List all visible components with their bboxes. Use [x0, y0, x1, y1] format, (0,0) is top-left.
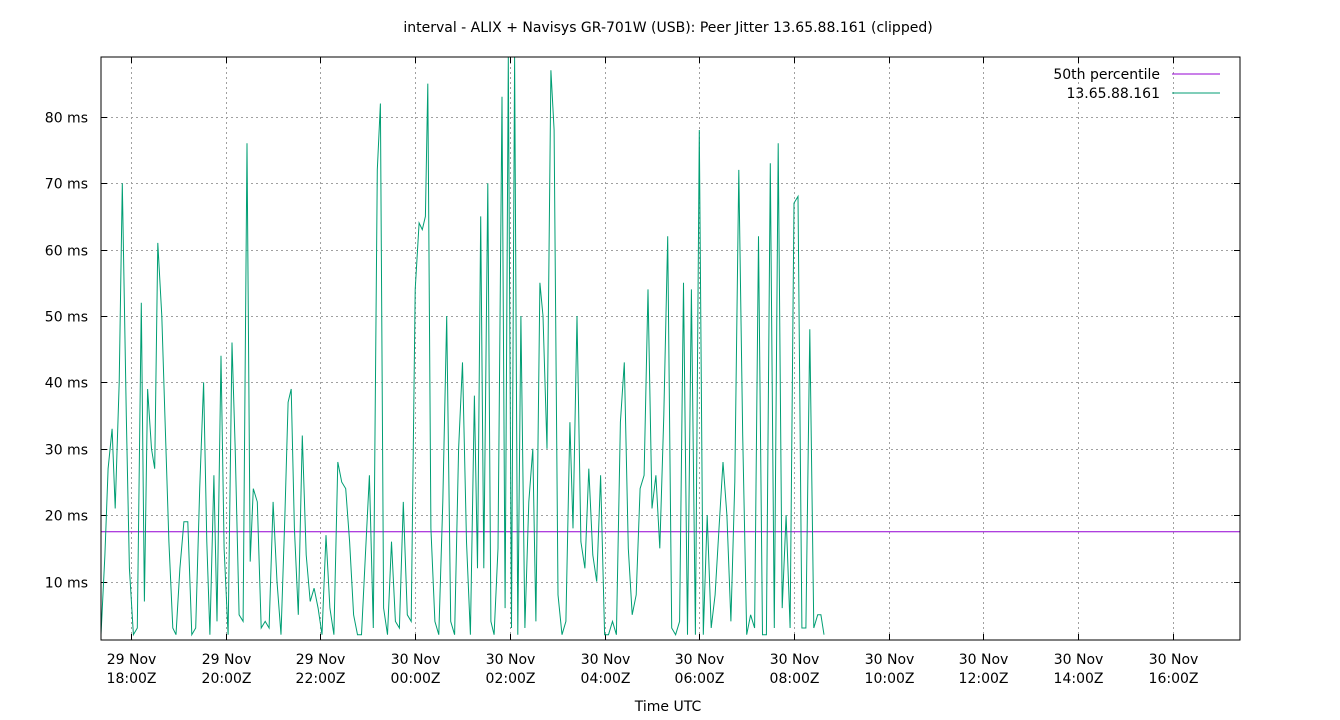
x-tick-time: 02:00Z — [486, 671, 536, 687]
x-tick-date: 30 Nov — [865, 652, 915, 668]
x-tick-date: 30 Nov — [770, 652, 820, 668]
x-tick-date: 30 Nov — [486, 652, 536, 668]
plot-frame — [100, 56, 1241, 641]
x-tick-time: 10:00Z — [865, 671, 915, 687]
y-tick-label: 20 ms — [45, 509, 88, 525]
legend-label: 13.65.88.161 — [1066, 86, 1160, 102]
x-tick-time: 20:00Z — [202, 671, 252, 687]
x-tick-date: 30 Nov — [391, 652, 441, 668]
x-tick-date: 30 Nov — [1149, 652, 1199, 668]
legend: 50th percentile 13.65.88.161 — [1053, 67, 1220, 102]
x-axis-label: Time UTC — [634, 699, 702, 715]
x-tick-date: 29 Nov — [296, 652, 346, 668]
x-tick-time: 08:00Z — [770, 671, 820, 687]
legend-label: 50th percentile — [1053, 67, 1160, 83]
x-tick-time: 16:00Z — [1149, 671, 1199, 687]
x-tick-date: 30 Nov — [959, 652, 1009, 668]
x-tick-time: 22:00Z — [296, 671, 346, 687]
series-layer — [100, 56, 1240, 637]
y-tick-label: 80 ms — [45, 111, 88, 127]
y-tick-label: 50 ms — [45, 310, 88, 326]
x-tick-time: 04:00Z — [581, 671, 631, 687]
x-tick-time: 12:00Z — [959, 671, 1009, 687]
y-tick-label: 30 ms — [45, 443, 88, 459]
grid — [101, 57, 1240, 640]
x-tick-time: 18:00Z — [107, 671, 157, 687]
x-tick-date: 30 Nov — [1054, 652, 1104, 668]
x-tick-date: 29 Nov — [107, 652, 157, 668]
chart-title: interval - ALIX + Navisys GR-701W (USB):… — [403, 20, 932, 36]
y-tick-label: 10 ms — [45, 576, 88, 592]
x-tick-date: 29 Nov — [202, 652, 252, 668]
x-tick-time: 00:00Z — [391, 671, 441, 687]
y-tick-label: 60 ms — [45, 244, 88, 260]
x-tick-time: 14:00Z — [1054, 671, 1104, 687]
x-tick-date: 30 Nov — [675, 652, 725, 668]
y-tick-label: 40 ms — [45, 376, 88, 392]
x-tick-date: 30 Nov — [581, 652, 631, 668]
x-axis: 29 Nov 18:00Z 29 Nov 20:00Z 29 Nov 22:00Z 30 N… — [107, 57, 1199, 687]
series-jitter-line — [100, 56, 825, 637]
y-tick-label: 70 ms — [45, 177, 88, 193]
y-axis: 10 ms 20 ms 30 ms 40 ms 50 ms 60 ms 70 ms 80 ms — [45, 111, 1240, 592]
x-tick-time: 06:00Z — [675, 671, 725, 687]
